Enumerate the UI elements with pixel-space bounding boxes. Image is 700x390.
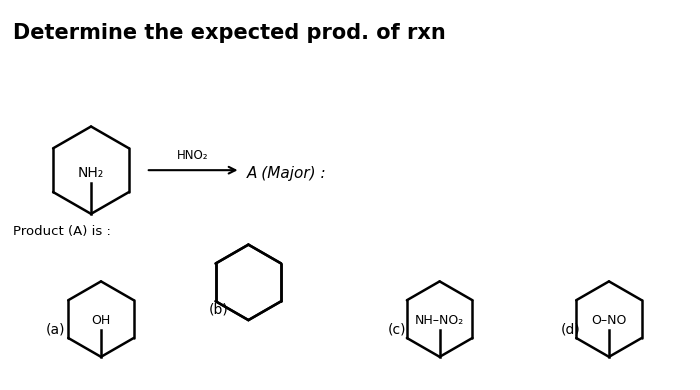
Text: (a): (a) <box>46 322 66 336</box>
Text: OH: OH <box>92 314 111 328</box>
Text: Determine the expected prod. of rxn: Determine the expected prod. of rxn <box>13 23 446 43</box>
Text: Product (A) is :: Product (A) is : <box>13 225 111 238</box>
Text: NH–NO₂: NH–NO₂ <box>415 314 464 328</box>
Text: O–NO: O–NO <box>592 314 626 328</box>
Text: (b): (b) <box>209 302 228 316</box>
Text: HNO₂: HNO₂ <box>177 149 209 162</box>
Text: (d): (d) <box>561 322 581 336</box>
Text: (c): (c) <box>388 322 406 336</box>
Text: NH₂: NH₂ <box>78 166 104 180</box>
Text: A (Major) :: A (Major) : <box>246 166 326 181</box>
